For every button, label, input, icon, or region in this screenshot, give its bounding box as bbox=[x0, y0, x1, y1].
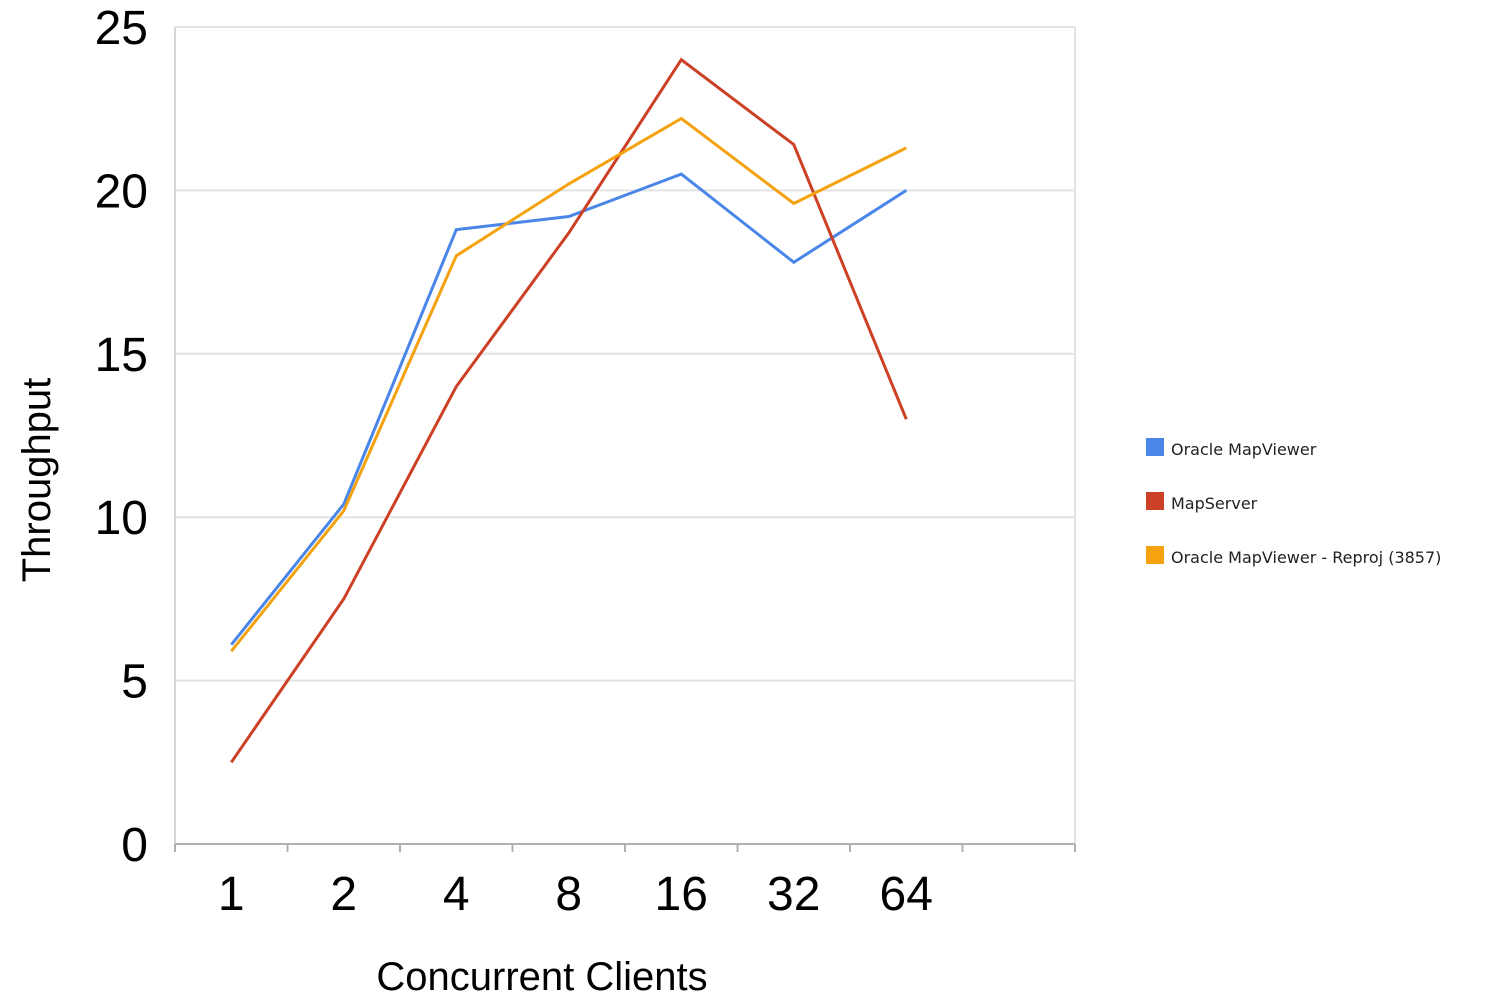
legend-label: Oracle MapViewer - Reproj (3857) bbox=[1171, 548, 1441, 567]
gridlines bbox=[175, 26, 1075, 682]
series-lines bbox=[230, 57, 908, 764]
x-tick-label: 32 bbox=[767, 868, 820, 921]
y-tick-label: 10 bbox=[95, 492, 148, 545]
legend-label: Oracle MapViewer bbox=[1171, 440, 1317, 459]
x-tick-label: 64 bbox=[880, 868, 933, 921]
y-tick-label: 0 bbox=[121, 819, 148, 872]
legend-label: MapServer bbox=[1171, 494, 1258, 513]
x-tick-label: 1 bbox=[218, 868, 245, 921]
x-tick-label: 16 bbox=[655, 868, 708, 921]
legend-swatch bbox=[1146, 546, 1164, 564]
x-tick-label: 4 bbox=[443, 868, 470, 921]
series-line-1 bbox=[230, 172, 908, 646]
x-tick-label: 8 bbox=[555, 868, 582, 921]
x-axis-title: Concurrent Clients bbox=[376, 955, 707, 998]
y-axis-title: Throughput bbox=[15, 378, 59, 583]
y-tick-label: 15 bbox=[95, 329, 148, 382]
y-tick-label: 25 bbox=[95, 2, 148, 55]
legend-swatch bbox=[1146, 492, 1164, 510]
x-tick-labels: 1 2 4 8 16 32 64 bbox=[218, 868, 933, 921]
y-tick-labels: 0 5 10 15 20 25 bbox=[95, 2, 148, 872]
y-tick-label: 5 bbox=[121, 656, 148, 709]
legend: Oracle MapViewer MapServer Oracle MapViewe… bbox=[1146, 438, 1441, 567]
axes bbox=[174, 26, 1076, 852]
x-tick-label: 2 bbox=[330, 868, 357, 921]
legend-swatch bbox=[1146, 438, 1164, 456]
series-line-3 bbox=[230, 116, 907, 653]
y-tick-label: 20 bbox=[95, 165, 148, 218]
series-line-2 bbox=[230, 57, 908, 764]
